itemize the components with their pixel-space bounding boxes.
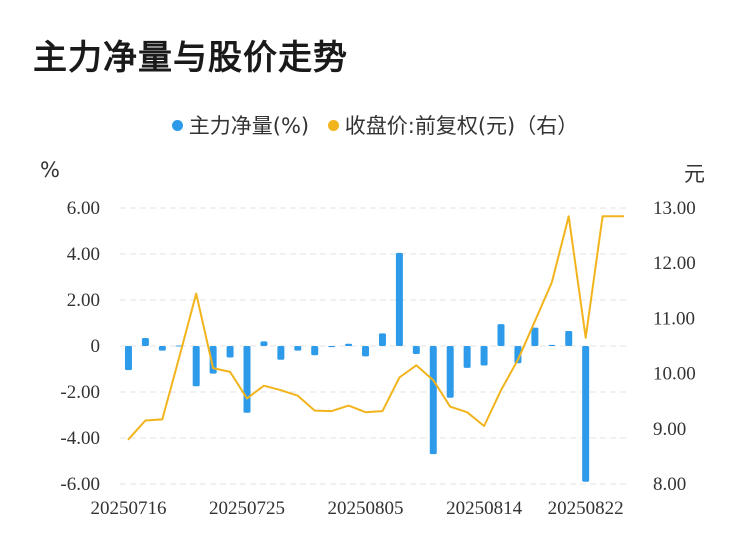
legend-line-label: 收盘价:前复权(元)（右） bbox=[344, 114, 579, 138]
legend-item-line[interactable]: 收盘价:前复权(元)（右） bbox=[327, 110, 579, 140]
bar-mark bbox=[582, 346, 590, 482]
left-tick-label: 0 bbox=[91, 336, 101, 357]
left-tick-label: -6.00 bbox=[60, 474, 100, 495]
chart-legend: 主力净量(%) 收盘价:前复权(元)（右） bbox=[0, 110, 750, 140]
right-tick-label: 8.00 bbox=[653, 474, 686, 495]
right-axis-unit: 元 bbox=[684, 162, 705, 186]
bar-mark bbox=[497, 324, 505, 346]
bar-series bbox=[124, 252, 590, 482]
bar-mark bbox=[395, 252, 403, 346]
right-tick-label: 12.00 bbox=[653, 253, 696, 274]
bar-mark bbox=[141, 337, 149, 346]
bar-mark bbox=[446, 346, 454, 398]
left-axis: 6.00 4.00 2.00 0 -2.00 -4.00 -6.00 bbox=[60, 198, 100, 495]
price-line bbox=[127, 215, 624, 441]
legend-line-marker bbox=[327, 119, 339, 131]
right-tick-label: 9.00 bbox=[653, 419, 686, 440]
left-tick-label: -4.00 bbox=[60, 428, 100, 449]
bar-mark bbox=[565, 331, 573, 346]
bar-mark bbox=[531, 327, 539, 346]
bar-mark bbox=[243, 346, 251, 413]
bar-mark bbox=[514, 346, 522, 364]
bar-mark bbox=[260, 341, 268, 346]
bar-mark bbox=[277, 346, 285, 360]
bar-mark bbox=[294, 346, 302, 351]
right-axis: 13.00 12.00 11.00 10.00 9.00 8.00 bbox=[653, 198, 696, 495]
bar-mark bbox=[192, 346, 200, 387]
x-tick-label: 20250814 bbox=[446, 498, 523, 519]
x-tick-label: 20250725 bbox=[209, 498, 285, 519]
bar-mark bbox=[328, 346, 336, 348]
legend-item-bar[interactable]: 主力净量(%) bbox=[171, 110, 310, 140]
left-tick-label: 2.00 bbox=[67, 290, 100, 311]
bar-mark bbox=[158, 346, 166, 351]
bar-mark bbox=[209, 346, 217, 374]
bar-mark bbox=[480, 346, 488, 366]
x-axis: 20250716 20250725 20250805 20250814 20250822 bbox=[90, 498, 623, 519]
bar-mark bbox=[463, 346, 471, 368]
bar-mark bbox=[311, 346, 319, 356]
legend-bar-label: 主力净量(%) bbox=[188, 114, 310, 138]
bar-mark bbox=[548, 344, 556, 346]
x-tick-label: 20250822 bbox=[548, 498, 624, 519]
left-axis-unit: % bbox=[40, 158, 60, 182]
x-tick-label: 20250716 bbox=[90, 498, 166, 519]
bar-mark bbox=[345, 343, 353, 346]
grid-lines bbox=[120, 207, 628, 485]
right-tick-label: 10.00 bbox=[653, 364, 696, 385]
bar-mark bbox=[429, 346, 437, 455]
bar-mark bbox=[362, 346, 370, 357]
x-tick-label: 20250805 bbox=[328, 498, 404, 519]
left-tick-label: -2.00 bbox=[60, 382, 100, 403]
right-tick-label: 13.00 bbox=[653, 198, 696, 219]
bar-mark bbox=[412, 346, 420, 355]
left-tick-label: 4.00 bbox=[67, 244, 100, 265]
bar-mark bbox=[378, 333, 386, 346]
left-tick-label: 6.00 bbox=[67, 198, 100, 219]
legend-bar-marker bbox=[171, 119, 183, 131]
right-tick-label: 11.00 bbox=[653, 308, 695, 329]
bar-mark bbox=[175, 345, 183, 347]
line-series bbox=[127, 215, 624, 441]
bar-mark bbox=[226, 346, 234, 358]
chart-title: 主力净量与股价走势 bbox=[33, 38, 348, 78]
bar-mark bbox=[124, 346, 132, 371]
